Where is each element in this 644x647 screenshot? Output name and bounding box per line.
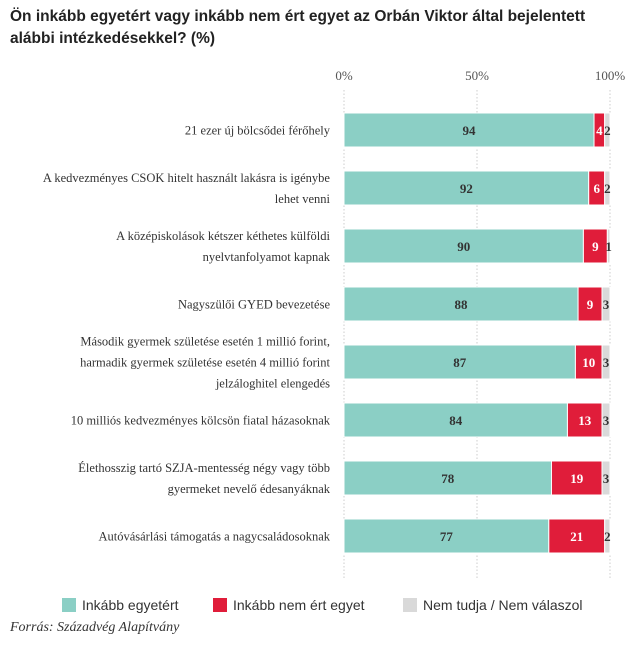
data-label: 21 (570, 529, 583, 544)
data-label: 10 (582, 355, 595, 370)
x-tick-label: 100% (595, 68, 626, 83)
data-label: 9 (587, 297, 594, 312)
data-label: 13 (578, 413, 592, 428)
legend-swatch (403, 598, 417, 612)
data-label: 4 (596, 123, 603, 138)
data-label: 2 (604, 181, 611, 196)
bar-segment (343, 402, 568, 438)
legend-label: Inkább egyetért (82, 597, 179, 613)
category-label: Autóvásárlási támogatás a nagycsaládosok… (98, 530, 330, 544)
category-label: lehet venni (275, 192, 331, 206)
data-label: 3 (603, 471, 610, 486)
legend-label: Inkább nem ért egyet (233, 597, 365, 613)
data-label: 87 (453, 355, 467, 370)
chart-title: Ön inkább egyetért vagy inkább nem ért e… (10, 8, 586, 47)
category-label: A kedvezményes CSOK hitelt használt laká… (43, 171, 331, 185)
data-label: 1 (605, 239, 612, 254)
bar-segment (548, 518, 606, 554)
bar-segment (604, 112, 611, 148)
stacked-bar-chart: 0% 50% 100%21 ezer új bölcsődei férőhely 94… (43, 68, 626, 613)
data-label: 3 (603, 297, 610, 312)
data-label: 94 (463, 123, 477, 138)
data-label: 2 (604, 123, 611, 138)
category-label: nyelvtanfolyamot kapnak (203, 250, 331, 264)
category-label: Második gyermek születése esetén 1 milli… (80, 335, 330, 349)
data-label: 90 (457, 239, 470, 254)
category-label: jelzáloghitel elengedés (215, 377, 330, 391)
data-label: 9 (592, 239, 599, 254)
legend-swatch (62, 598, 76, 612)
data-label: 84 (449, 413, 463, 428)
bar-segment (343, 228, 584, 264)
category-label: 10 milliós kedvezményes kölcsön fiatal h… (71, 414, 331, 428)
bar-segment (343, 344, 576, 380)
bar-segment (574, 344, 603, 380)
bar-segment (606, 228, 611, 264)
category-label: A középiskolások kétszer kéthetes külföl… (116, 229, 330, 243)
bar-segment (604, 518, 611, 554)
bar-segment (550, 460, 603, 496)
bar-segment (601, 460, 611, 496)
category-label: Nagyszülői GYED bevezetése (178, 298, 330, 312)
data-label: 2 (604, 529, 611, 544)
source-note: Forrás: Századvég Alapítvány (10, 620, 180, 635)
category-label: 21 ezer új bölcsődei férőhely (185, 124, 331, 138)
bar-segment (601, 402, 611, 438)
data-label: 3 (603, 355, 610, 370)
bar-segment (343, 112, 595, 148)
data-label: 19 (570, 471, 584, 486)
data-label: 3 (603, 413, 610, 428)
legend-swatch (213, 598, 227, 612)
data-label: 6 (593, 181, 600, 196)
data-label: 77 (440, 529, 454, 544)
data-label: 88 (455, 297, 469, 312)
x-tick-label: 50% (465, 68, 489, 83)
bar-segment (343, 286, 579, 322)
category-label: Élethosszig tartó SZJA-mentesség négy va… (78, 461, 330, 475)
legend-label: Nem tudja / Nem válaszol (423, 597, 583, 613)
bar-segment (601, 286, 611, 322)
x-tick-label: 0% (335, 68, 353, 83)
data-label: 92 (460, 181, 473, 196)
bar-segment (601, 344, 611, 380)
category-label: harmadik gyermek születése esetén 4 mill… (80, 356, 330, 370)
category-label: gyermeket nevelő édesanyáknak (168, 482, 331, 496)
bar-segment (604, 170, 611, 206)
data-label: 78 (441, 471, 455, 486)
